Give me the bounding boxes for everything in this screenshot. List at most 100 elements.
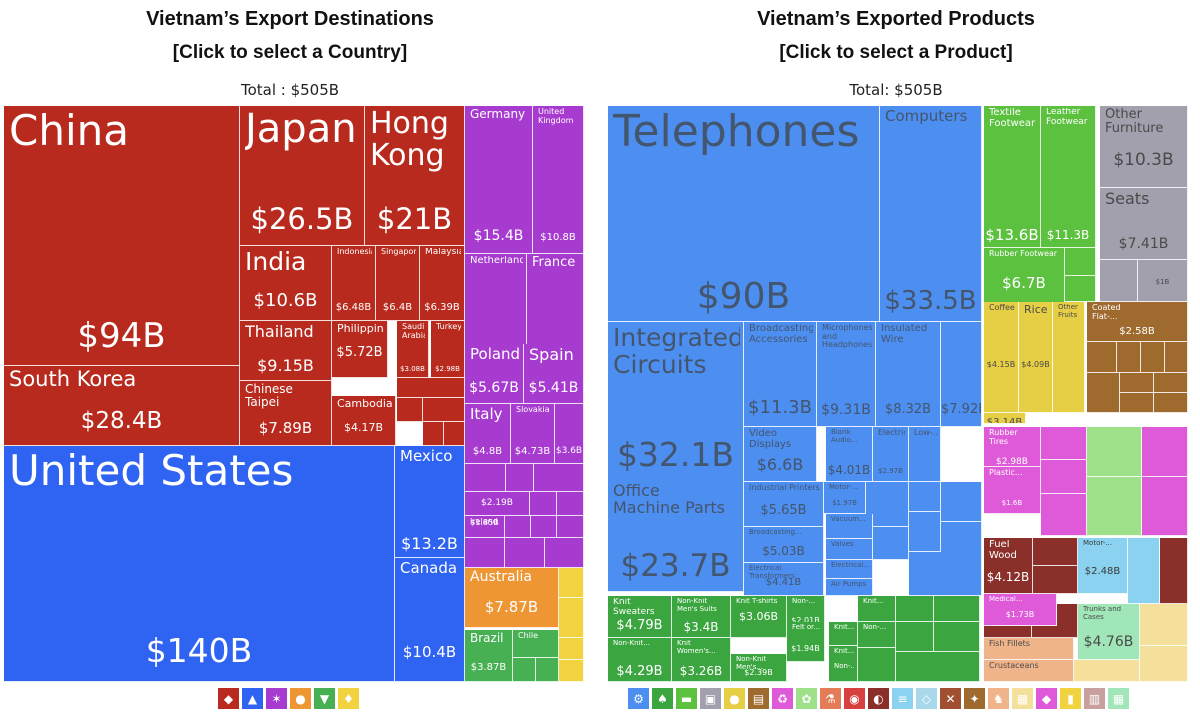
tile-chile[interactable]: Chile [513,630,559,658]
precious-metals-icon[interactable]: ◆ [1036,688,1057,709]
tile-non-knit-men-s[interactable]: Non-Knit Men's... $2.39B [731,654,787,682]
minor-tile[interactable] [1041,494,1087,536]
south-america-map-icon[interactable]: ▼ [314,688,335,709]
minor-tile[interactable] [530,492,557,516]
tile-motor[interactable]: Motor-... $2.48B [1078,538,1128,594]
minor-tile[interactable] [1087,427,1142,477]
minor-tile[interactable] [896,596,934,622]
tile-telephones[interactable]: Telephones $90B [608,106,880,322]
tile-non-knit[interactable]: Non-Knit... $4.29B [608,638,672,682]
tile-knit-t-shirts[interactable]: Knit T-shirts $3.06B [731,596,787,638]
minor-tile[interactable] [941,482,982,522]
minor-tile[interactable] [1128,538,1160,604]
foodstuffs-apple-icon[interactable]: ● [724,688,745,709]
tile-coffee[interactable]: Coffee $4.15B [984,302,1019,413]
tile-video-displays[interactable]: Video Displays $6.6B [744,427,817,482]
minor-tile[interactable] [873,527,909,560]
minor-tile[interactable] [559,638,584,660]
sector-legend[interactable]: ⚙ ♠ ▬ ▣ ● ▤ ♻ ✿ ⚗ ◉ ◐ ≡ ◇ ✕ ✦ ♞ ▦ ◆ ▮ ▥ ▦ [628,688,1129,709]
africa-map-icon[interactable]: ♦ [338,688,359,709]
tile-canada[interactable]: Canada $10.4B [395,558,465,682]
minor-tile[interactable] [896,652,980,682]
tile-slovakia[interactable]: Slovakia $4.73B [511,404,555,464]
tile-microphones-and-headphones[interactable]: Microphones and Headphones $9.31B [817,322,876,427]
chemicals-flask-icon[interactable]: ⚗ [820,688,841,709]
minor-tile[interactable] [858,648,896,682]
minor-tile[interactable] [866,482,909,527]
oceania-map-icon[interactable]: ● [290,688,311,709]
tile-motor[interactable]: Motor-... $1.97B [824,482,866,514]
minor-tile[interactable] [545,538,584,568]
tile-trunks-and-cases[interactable]: Trunks and Cases $4.76B [1078,604,1140,660]
animal-hides-icon[interactable]: ✦ [964,688,985,709]
tile-japan[interactable]: Japan $26.5B [240,106,365,246]
minor-tile[interactable] [984,626,1032,638]
tile-vacuum[interactable]: Vacuum... [826,514,873,539]
tile-united-kingdom[interactable]: United Kingdom $10.8B [533,106,584,254]
minor-tile[interactable] [1160,538,1188,604]
tile-non[interactable]: Non-... [858,622,896,648]
minor-tile[interactable] [397,398,423,422]
minor-tile[interactable] [934,596,980,622]
minor-tile[interactable] [1041,427,1087,460]
minor-tile[interactable] [934,622,980,652]
minor-tile[interactable] [559,568,584,598]
minor-tile[interactable] [505,538,545,568]
tile-broadcasting-accessories[interactable]: Broadcasting Accessories $11.3B [744,322,817,427]
tile-cambodia[interactable]: Cambodia $4.17B [332,396,396,446]
minor-tile[interactable] [1033,538,1078,566]
asia-map-icon[interactable]: ◆ [218,688,239,709]
minor-tile[interactable] [506,464,534,492]
tile-chinese-taipei[interactable]: Chinese Taipei $7.89B [240,381,332,446]
mineral-products-icon[interactable]: ▮ [1060,688,1081,709]
minor-tile[interactable] [534,464,584,492]
machinery-gear-icon[interactable]: ⚙ [628,688,649,709]
tile-coated-flat[interactable]: Coated Flat-... $2.58B [1087,302,1188,342]
tile-saudi-arabia[interactable]: Saudi Arabia $3.08B [397,321,429,378]
tile-poland[interactable]: Poland $5.67B [465,344,524,404]
minor-tile[interactable] [1141,342,1165,373]
textiles-shirt-icon[interactable]: ♠ [652,688,673,709]
paper-icon[interactable]: ▤ [748,688,769,709]
tile-broadcasting[interactable]: Broadcasting... $5.03B [744,527,824,563]
tile-non[interactable]: Non-... [829,661,858,682]
tile-valves[interactable]: Valves [826,539,873,560]
minor-tile[interactable] [1154,393,1188,413]
minor-tile[interactable] [557,516,584,538]
continent-legend[interactable]: ◆ ▲ ✶ ● ▼ ♦ [218,688,359,709]
stone-icon[interactable]: ◇ [916,688,937,709]
minor-tile[interactable] [1065,248,1096,276]
minor-tile[interactable] [505,516,531,538]
tile-insulated-wire[interactable]: Insulated Wire $8.32B [876,322,941,427]
tile-plastic[interactable]: Plastic... $1.6B [984,467,1041,514]
tile-non-knit-men-s-suits[interactable]: Non-Knit Men's Suits $3.4B [672,596,731,638]
tile-textile-footwear[interactable]: Textile Footwear $13.6B [984,106,1041,248]
tile-knit-women-s[interactable]: Knit Women's... $3.26B [672,638,731,682]
minor-tile[interactable] [1117,342,1141,373]
tile-spain[interactable]: Spain $5.41B [524,344,584,404]
vegetable-products-icon[interactable]: ✿ [796,688,817,709]
tile-industrial-printers[interactable]: Industrial Printers $5.65B [744,482,824,527]
tile-thailand[interactable]: Thailand $9.15B [240,321,332,381]
europe-map-icon[interactable]: ✶ [266,688,287,709]
tile-other-furniture[interactable]: Other Furniture $10.3B [1100,106,1188,188]
tile-fuel-wood[interactable]: Fuel Wood $4.12B [984,538,1033,594]
tile-computers[interactable]: Computers $33.5B [880,106,982,322]
minor-tile[interactable] [909,552,982,596]
tile-ireland[interactable]: Ireland $1.85B [465,516,505,538]
tile-leather-footwear[interactable]: Leather Footwear $11.3B [1041,106,1096,248]
plastics-icon[interactable]: ♻ [772,688,793,709]
destinations-treemap[interactable]: China $94B Japan $26.5B Hong Kong $21B India $1… [4,106,584,682]
minor-tile[interactable] [1154,373,1188,393]
tile-item-25[interactable]: $3.6B [555,404,584,464]
arts-icon[interactable]: ▥ [1084,688,1105,709]
minor-tile[interactable] [559,598,584,638]
minor-tile[interactable] [1087,342,1117,373]
minor-tile[interactable] [536,656,559,682]
tile-knit-sweaters[interactable]: Knit Sweaters $4.79B [608,596,672,638]
tile-seats[interactable]: Seats $7.41B [1100,188,1188,260]
tile-electrical-transformers[interactable]: Electrical Transformers $4.41B [744,563,824,596]
minor-tile[interactable] [1074,660,1140,682]
minor-tile[interactable] [559,660,584,682]
tile-knit[interactable]: Knit... [829,622,858,646]
